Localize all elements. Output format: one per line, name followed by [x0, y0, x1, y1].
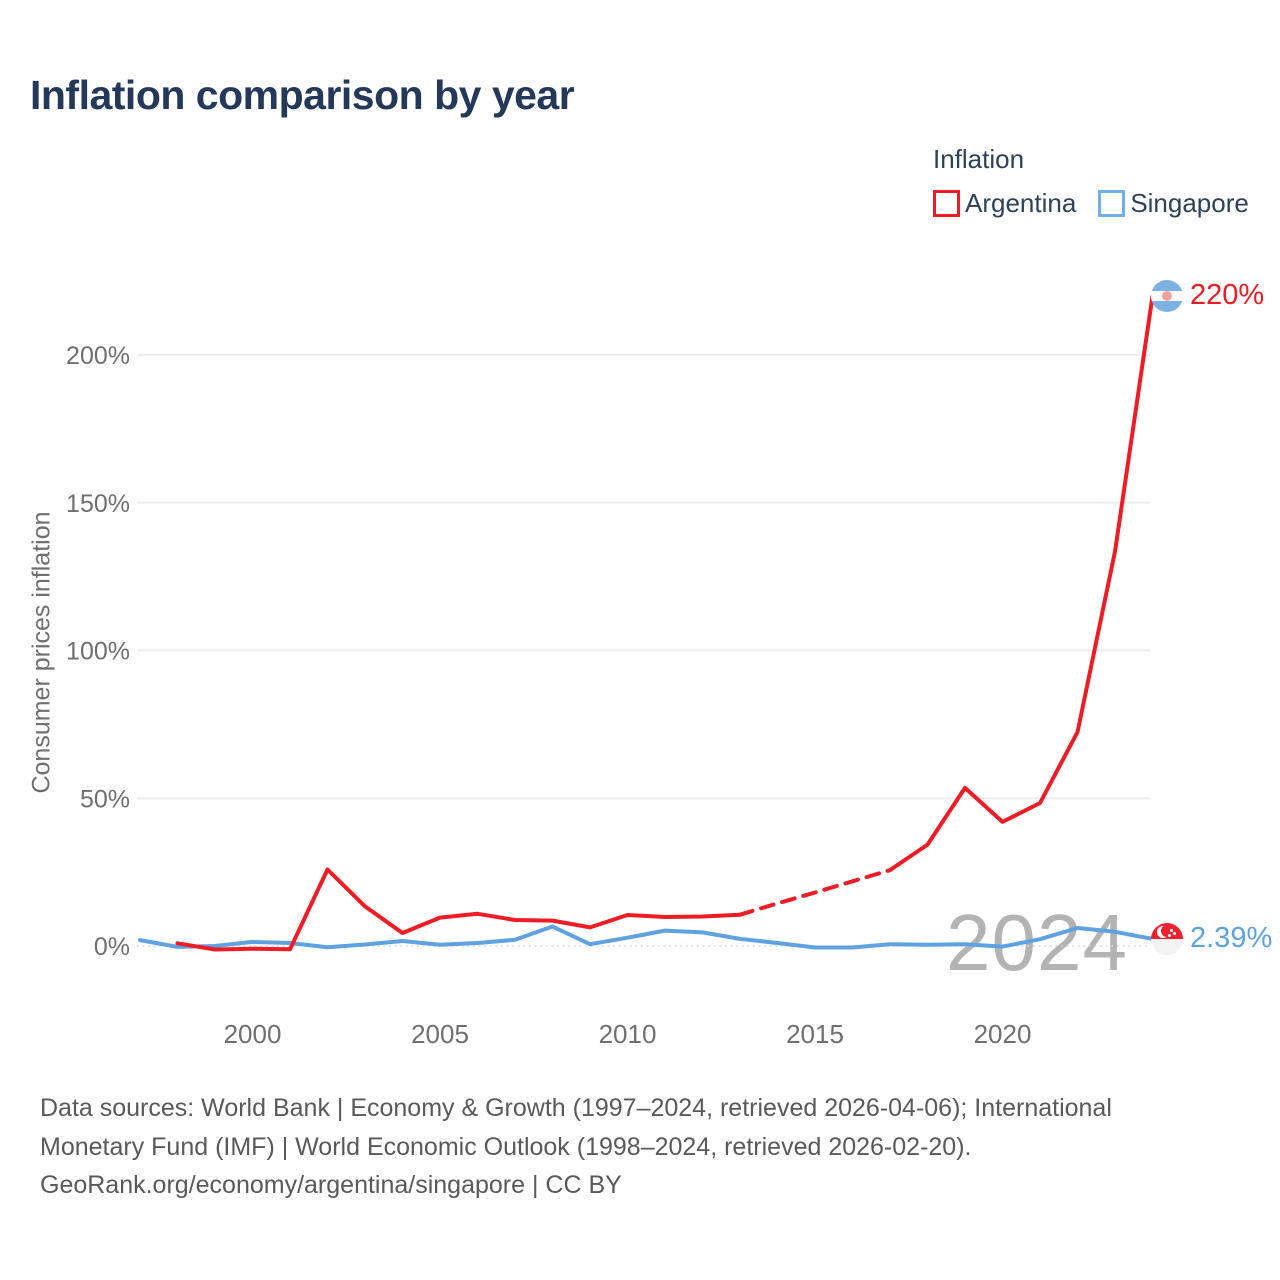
x-tick-label-2015: 2015: [786, 1019, 844, 1049]
y-tick-label-50: 50%: [80, 785, 130, 813]
footer-line-2: Monetary Fund (IMF) | World Economic Out…: [40, 1132, 972, 1161]
y-tick-label-0: 0%: [94, 933, 130, 961]
singapore-flag-icon: [1151, 923, 1183, 955]
x-tick-label-2010: 2010: [599, 1019, 657, 1049]
footer-line-1: Data sources: World Bank | Economy & Gro…: [40, 1094, 1112, 1122]
footer-line-3: GeoRank.org/economy/argentina/singapore …: [40, 1171, 622, 1199]
data-sources-footer: Data sources: World Bank | Economy & Gro…: [40, 1089, 1220, 1205]
argentina-flag-icon: [1151, 280, 1183, 312]
argentina-end-value-label: 220%: [1190, 279, 1265, 311]
legend-entry-singapore[interactable]: Singapore: [1098, 188, 1249, 219]
y-tick-label-150: 150%: [66, 490, 130, 518]
page-title: Inflation comparison by year: [30, 72, 575, 118]
singapore-series-swatch-icon: [1098, 190, 1126, 217]
legend-title: Inflation: [933, 144, 1025, 174]
legend-entry-label: Singapore: [1130, 188, 1249, 218]
legend-entry-label: Argentina: [965, 188, 1077, 218]
x-tick-label-2000: 2000: [224, 1019, 282, 1049]
x-tick-label-2020: 2020: [974, 1019, 1032, 1049]
y-tick-label-100: 100%: [66, 638, 130, 666]
legend: Inflation Argentina Singapore: [933, 144, 1249, 219]
legend-entries: Argentina Singapore: [933, 188, 1249, 219]
x-tick-label-2005: 2005: [411, 1019, 469, 1049]
series-line-argentina-solid-0: [175, 867, 742, 952]
singapore-end-value-label: 2.39%: [1190, 922, 1273, 954]
argentina-flag-sun: [1162, 291, 1172, 301]
watermark-year: 2024: [946, 898, 1128, 987]
series-line-singapore-solid-0: [138, 924, 1155, 950]
series-line-argentina-dashed-1: [738, 868, 892, 917]
y-tick-label-200: 200%: [66, 342, 130, 370]
series-line-argentina-solid-2: [888, 294, 1155, 873]
legend-entry-argentina[interactable]: Argentina: [933, 188, 1076, 219]
argentina-series-swatch-icon: [933, 190, 960, 217]
